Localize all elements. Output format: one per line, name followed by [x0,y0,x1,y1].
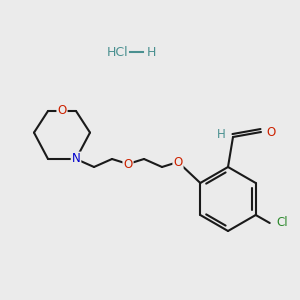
Text: HCl: HCl [107,46,129,59]
Text: Cl: Cl [276,217,287,230]
Text: O: O [266,125,276,139]
Text: N: N [72,152,80,166]
Text: H: H [146,46,156,59]
Text: O: O [173,155,183,169]
Text: O: O [123,158,133,170]
Text: O: O [57,104,67,118]
Text: H: H [217,128,225,140]
